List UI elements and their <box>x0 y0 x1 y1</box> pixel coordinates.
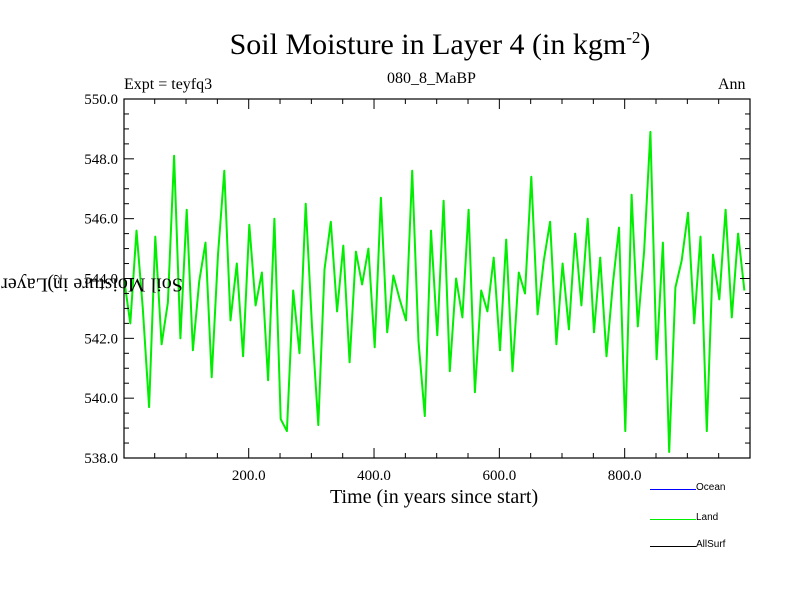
legend-label-allsurf: AllSurf <box>696 539 726 550</box>
x-tick-label: 600.0 <box>482 468 516 484</box>
x-tick-label: 400.0 <box>357 468 391 484</box>
y-tick-label: 550.0 <box>84 92 118 108</box>
chart-title: Soil Moisture in Layer 4 (in kgm-2) <box>229 28 651 61</box>
legend-swatch-land <box>650 519 696 520</box>
period-label: 080_8_MaBP <box>387 70 476 87</box>
experiment-label: Expt = teyfq3 <box>124 76 213 93</box>
legend-label-ocean: Ocean <box>696 482 726 493</box>
legend-swatch-allsurf <box>650 546 696 547</box>
legend-item-ocean: Ocean <box>650 482 780 498</box>
y-tick-label: 544.0 <box>84 272 118 288</box>
y-tick-label: 546.0 <box>84 212 118 228</box>
season-label: Ann <box>718 76 746 93</box>
y-tick-label: 542.0 <box>84 331 118 347</box>
y-tick-label: 540.0 <box>84 391 118 407</box>
plot-frame <box>123 98 751 459</box>
legend-item-land: Land <box>650 512 780 528</box>
y-tick-label: 538.0 <box>84 451 118 467</box>
legend-item-allsurf: AllSurf <box>650 539 780 555</box>
series-line-land <box>123 130 746 453</box>
legend-swatch-ocean <box>650 489 696 490</box>
x-tick-label: 200.0 <box>232 468 266 484</box>
x-axis-label: Time (in years since start) <box>330 486 539 508</box>
y-tick-label: 548.0 <box>84 152 118 168</box>
legend-label-land: Land <box>696 512 719 523</box>
x-tick-label: 800.0 <box>608 468 642 484</box>
